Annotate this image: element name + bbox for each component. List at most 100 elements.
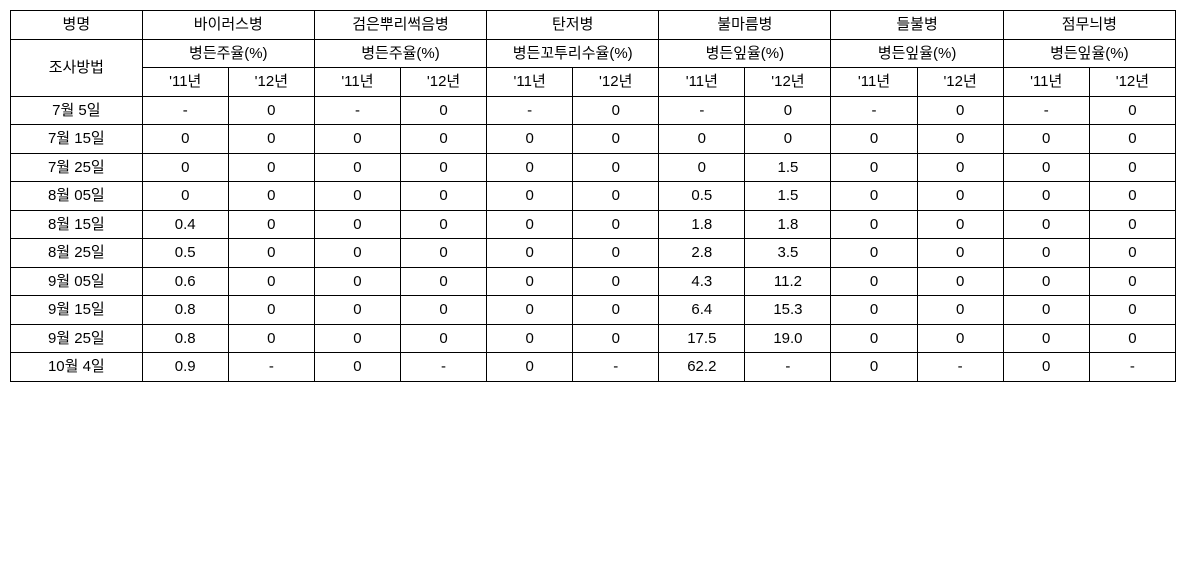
data-cell: 0 bbox=[228, 296, 314, 325]
data-cell: 0 bbox=[228, 267, 314, 296]
data-cell: 0 bbox=[487, 125, 573, 154]
date-cell: 9월 05일 bbox=[11, 267, 143, 296]
data-cell: 0 bbox=[917, 267, 1003, 296]
data-cell: 0 bbox=[228, 210, 314, 239]
date-cell: 9월 25일 bbox=[11, 324, 143, 353]
data-cell: 0 bbox=[314, 296, 400, 325]
table-row: 9월 25일0.80000017.519.00000 bbox=[11, 324, 1176, 353]
data-cell: 0 bbox=[400, 210, 486, 239]
disease-name: 탄저병 bbox=[487, 11, 659, 40]
data-cell: 1.5 bbox=[745, 153, 831, 182]
disease-name: 불마름병 bbox=[659, 11, 831, 40]
year-label: '11년 bbox=[314, 68, 400, 97]
data-cell: 0 bbox=[917, 296, 1003, 325]
year-label: '12년 bbox=[400, 68, 486, 97]
data-cell: 0 bbox=[1003, 125, 1089, 154]
header-row-years: '11년 '12년 '11년 '12년 '11년 '12년 '11년 '12년 … bbox=[11, 68, 1176, 97]
date-cell: 8월 05일 bbox=[11, 182, 143, 211]
data-cell: 0 bbox=[573, 182, 659, 211]
data-cell: 0 bbox=[400, 239, 486, 268]
data-cell: 0 bbox=[917, 153, 1003, 182]
year-label: '11년 bbox=[142, 68, 228, 97]
data-cell: 1.8 bbox=[745, 210, 831, 239]
data-cell: 0.4 bbox=[142, 210, 228, 239]
data-cell: 0 bbox=[1003, 296, 1089, 325]
data-cell: 1.8 bbox=[659, 210, 745, 239]
data-cell: 0 bbox=[831, 267, 917, 296]
data-cell: 0 bbox=[142, 182, 228, 211]
data-cell: - bbox=[228, 353, 314, 382]
data-cell: 0 bbox=[831, 239, 917, 268]
data-cell: - bbox=[917, 353, 1003, 382]
data-cell: 0.6 bbox=[142, 267, 228, 296]
data-cell: 0 bbox=[314, 353, 400, 382]
year-label: '11년 bbox=[659, 68, 745, 97]
disease-name: 검은뿌리썩음병 bbox=[314, 11, 486, 40]
date-cell: 7월 15일 bbox=[11, 125, 143, 154]
date-cell: 8월 25일 bbox=[11, 239, 143, 268]
data-cell: 0 bbox=[400, 96, 486, 125]
table-row: 10월 4일0.9-0-0-62.2-0-0- bbox=[11, 353, 1176, 382]
data-cell: 0.5 bbox=[659, 182, 745, 211]
date-cell: 9월 15일 bbox=[11, 296, 143, 325]
data-cell: 0 bbox=[1003, 267, 1089, 296]
table-row: 9월 05일0.6000004.311.20000 bbox=[11, 267, 1176, 296]
data-cell: 0.9 bbox=[142, 353, 228, 382]
data-cell: 0 bbox=[400, 296, 486, 325]
data-cell: 0 bbox=[487, 210, 573, 239]
year-label: '12년 bbox=[573, 68, 659, 97]
data-cell: 0 bbox=[314, 153, 400, 182]
year-label: '12년 bbox=[1089, 68, 1175, 97]
date-cell: 7월 25일 bbox=[11, 153, 143, 182]
data-cell: 17.5 bbox=[659, 324, 745, 353]
data-cell: 1.5 bbox=[745, 182, 831, 211]
data-cell: 0 bbox=[1003, 210, 1089, 239]
data-cell: 0 bbox=[1089, 210, 1175, 239]
year-label: '12년 bbox=[917, 68, 1003, 97]
data-cell: 0 bbox=[400, 153, 486, 182]
data-cell: 0 bbox=[400, 324, 486, 353]
data-cell: 0 bbox=[1089, 324, 1175, 353]
data-cell: 0 bbox=[917, 182, 1003, 211]
data-cell: 0 bbox=[917, 96, 1003, 125]
header-row-diseases: 병명 바이러스병 검은뿌리썩음병 탄저병 불마름병 들불병 점무늬병 bbox=[11, 11, 1176, 40]
data-cell: 0 bbox=[487, 239, 573, 268]
data-cell: 0 bbox=[400, 267, 486, 296]
data-cell: 0 bbox=[1089, 182, 1175, 211]
metric-name: 병든잎율(%) bbox=[831, 39, 1003, 68]
data-cell: 0 bbox=[487, 153, 573, 182]
data-cell: 0 bbox=[573, 239, 659, 268]
data-cell: 0 bbox=[1089, 125, 1175, 154]
metric-name: 병든주율(%) bbox=[142, 39, 314, 68]
date-cell: 8월 15일 bbox=[11, 210, 143, 239]
data-cell: 0 bbox=[573, 153, 659, 182]
disease-name: 들불병 bbox=[831, 11, 1003, 40]
year-label: '12년 bbox=[745, 68, 831, 97]
data-cell: 0 bbox=[228, 125, 314, 154]
table-row: 8월 25일0.5000002.83.50000 bbox=[11, 239, 1176, 268]
data-cell: 0.5 bbox=[142, 239, 228, 268]
data-cell: 0.8 bbox=[142, 324, 228, 353]
table-row: 7월 25일00000001.50000 bbox=[11, 153, 1176, 182]
data-cell: 0 bbox=[228, 153, 314, 182]
data-cell: 0 bbox=[487, 182, 573, 211]
data-cell: 0 bbox=[1089, 267, 1175, 296]
data-cell: 0 bbox=[314, 182, 400, 211]
data-cell: 0 bbox=[659, 153, 745, 182]
data-cell: - bbox=[400, 353, 486, 382]
data-cell: 0 bbox=[573, 125, 659, 154]
data-cell: 0 bbox=[487, 324, 573, 353]
metric-name: 병든잎율(%) bbox=[1003, 39, 1175, 68]
data-cell: 0 bbox=[142, 125, 228, 154]
data-cell: 0 bbox=[573, 296, 659, 325]
data-cell: 3.5 bbox=[745, 239, 831, 268]
data-cell: 0 bbox=[228, 239, 314, 268]
data-cell: 0 bbox=[917, 210, 1003, 239]
data-cell: 0 bbox=[1089, 96, 1175, 125]
table-row: 8월 15일0.4000001.81.80000 bbox=[11, 210, 1176, 239]
data-cell: 62.2 bbox=[659, 353, 745, 382]
year-label: '11년 bbox=[1003, 68, 1089, 97]
data-cell: 0 bbox=[573, 210, 659, 239]
date-cell: 7월 5일 bbox=[11, 96, 143, 125]
data-cell: 0 bbox=[573, 324, 659, 353]
